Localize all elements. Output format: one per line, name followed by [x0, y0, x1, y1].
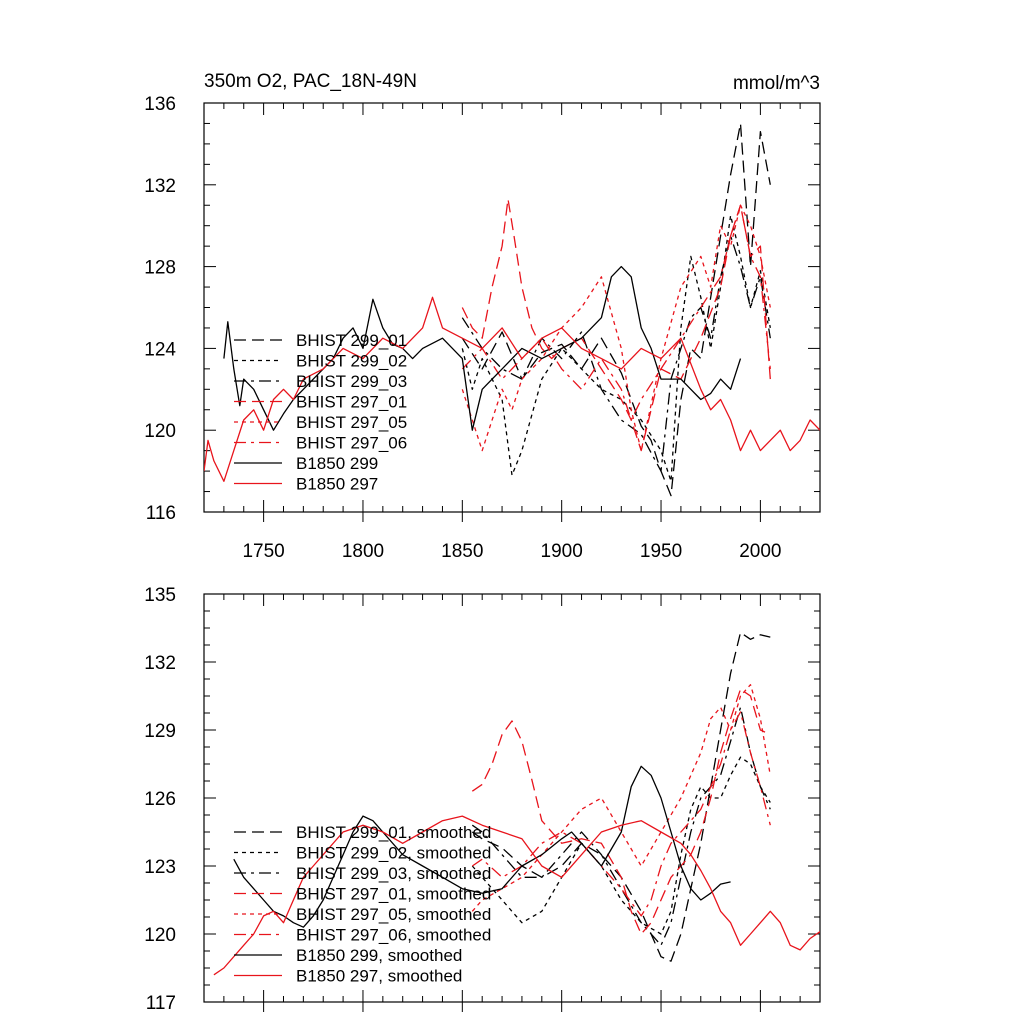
- y-tick-label: 124: [144, 339, 176, 360]
- y-tick-label: 123: [144, 857, 176, 878]
- series-line-bhist-299-03-smoothed: [471, 706, 771, 946]
- y-tick-label: 126: [144, 789, 176, 810]
- series-line-bhist-299-02-smoothed: [471, 756, 771, 935]
- series-line-b1850-299: [223, 265, 742, 431]
- legend-label: BHIST 297_05, smoothed: [296, 905, 491, 924]
- legend-label: BHIST 297_01: [296, 393, 407, 412]
- legend-label: BHIST 299_03, smoothed: [296, 864, 491, 883]
- bottom-panel-chart: 117 120 123 126 129 132 135 BHIST 299_01, smoot…: [144, 585, 821, 1014]
- units-label: mmol/m^3: [733, 73, 820, 94]
- legend-label: BHIST 299_01: [296, 331, 407, 350]
- series-line-bhist-297-06-smoothed: [471, 711, 771, 917]
- y-tick-label: 117: [146, 993, 176, 1014]
- legend-label: BHIST 297_06, smoothed: [296, 926, 491, 945]
- legend-label: B1850 297, smoothed: [296, 967, 462, 986]
- top-panel-chart: 1750 1800 1850 1900 1950 2000 116 120 124 128 132 1…: [144, 94, 821, 562]
- x-tick-label: 1950: [640, 541, 682, 562]
- legend-label: B1850 299: [296, 454, 378, 473]
- legend-label: BHIST 299_01, smoothed: [296, 823, 491, 842]
- y-tick-label: 132: [144, 653, 176, 674]
- y-tick-label: 128: [144, 258, 176, 279]
- legend-label: BHIST 299_02: [296, 352, 407, 371]
- y-tick-label: 129: [144, 721, 176, 742]
- series-line-b1850-297-smoothed: [213, 815, 820, 976]
- series-line-bhist-299-01-smoothed: [471, 631, 771, 962]
- y-tick-label: 116: [146, 503, 176, 524]
- y-tick-label: 136: [144, 94, 176, 115]
- x-tick-label: 1900: [541, 541, 583, 562]
- series-line-bhist-299-01: [461, 122, 771, 497]
- series-line-b1850-297: [204, 296, 820, 482]
- y-tick-label: 120: [144, 925, 176, 946]
- plot-title: 350m O2, PAC_18N-49N: [204, 71, 417, 92]
- x-tick-label: 1750: [242, 541, 284, 562]
- y-tick-label: 120: [144, 421, 176, 442]
- y-tick-label: 135: [144, 585, 176, 606]
- series-line-bhist-297-05-smoothed: [471, 684, 771, 912]
- series-line-b1850-299-smoothed: [233, 765, 731, 928]
- legend-label: BHIST 297_06: [296, 434, 407, 453]
- series-line-bhist-297-06: [461, 204, 771, 421]
- series-line-bhist-299-02: [461, 214, 771, 482]
- y-tick-label: 132: [144, 176, 176, 197]
- x-tick-label: 1850: [441, 541, 483, 562]
- legend-label: BHIST 299_02, smoothed: [296, 844, 491, 863]
- legend-label: BHIST 299_03: [296, 372, 407, 391]
- series-line-bhist-297-05: [461, 204, 771, 452]
- series-line-bhist-297-01: [461, 198, 771, 452]
- legend-label: BHIST 297_05: [296, 413, 407, 432]
- x-tick-label: 2000: [739, 541, 781, 562]
- legend-label: B1850 299, smoothed: [296, 946, 462, 965]
- x-tick-label: 1800: [342, 541, 384, 562]
- series-line-bhist-297-01-smoothed: [471, 688, 771, 935]
- legend-label: BHIST 297_01, smoothed: [296, 885, 491, 904]
- legend-label: B1850 297: [296, 475, 378, 494]
- series-line-bhist-299-03: [461, 235, 771, 472]
